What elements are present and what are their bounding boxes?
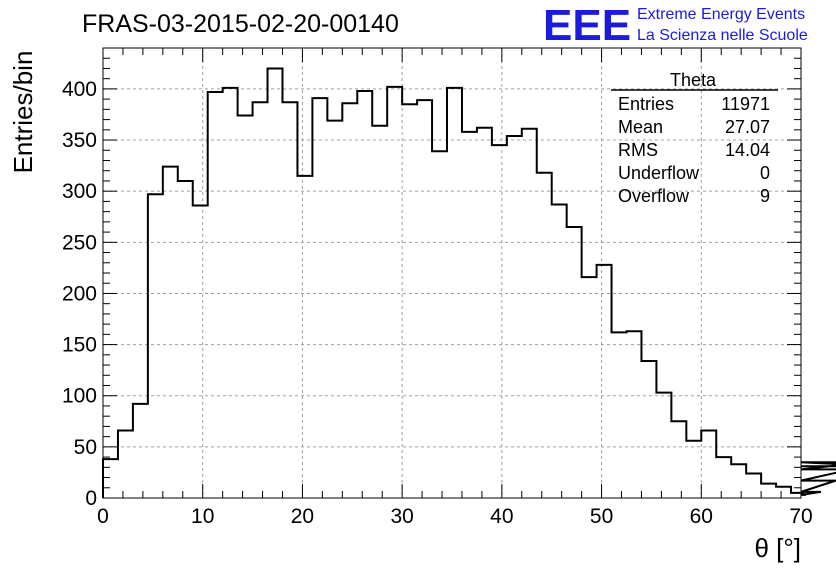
histogram-bin bbox=[627, 331, 642, 498]
histogram-bin bbox=[342, 103, 357, 498]
stats-row-label: Underflow bbox=[618, 163, 700, 183]
y-tick-label: 150 bbox=[62, 334, 97, 357]
histogram-bin bbox=[686, 441, 701, 498]
x-tick-label: 40 bbox=[490, 505, 513, 528]
histogram-bins bbox=[103, 68, 801, 498]
histogram-bin bbox=[671, 421, 686, 498]
histogram-bin bbox=[567, 227, 582, 498]
histogram-bin bbox=[178, 181, 193, 498]
stats-row-value: 0 bbox=[760, 163, 770, 183]
histogram-bin bbox=[507, 136, 522, 498]
histogram-bin bbox=[238, 116, 253, 499]
histogram-bin bbox=[761, 484, 776, 498]
x-tick-label: 70 bbox=[789, 505, 812, 528]
histogram-bin bbox=[522, 129, 537, 498]
stats-row-label: Overflow bbox=[618, 186, 690, 206]
histogram-bin bbox=[253, 102, 268, 498]
grid-lines bbox=[103, 48, 801, 498]
histogram-bin bbox=[701, 431, 716, 499]
histogram-bin bbox=[193, 206, 208, 499]
histogram-bin bbox=[327, 121, 342, 498]
histogram-bin bbox=[282, 102, 297, 498]
histogram-bin bbox=[552, 204, 567, 498]
stats-box-title: Theta bbox=[670, 70, 717, 90]
axis-ticks bbox=[102, 47, 802, 499]
stats-row-label: Entries bbox=[618, 94, 674, 114]
y-tick-label: 400 bbox=[62, 78, 97, 101]
logo-line-2: La Scienza nelle Scuole bbox=[637, 27, 808, 44]
histogram-bin bbox=[357, 91, 372, 498]
histogram-bin bbox=[776, 487, 791, 498]
histogram-bin bbox=[387, 87, 402, 498]
histogram-bin bbox=[791, 493, 801, 498]
histogram-bin bbox=[462, 132, 477, 498]
histogram-bin bbox=[731, 464, 746, 498]
stats-row-value: 14.04 bbox=[725, 140, 770, 160]
histogram-bin bbox=[163, 167, 178, 498]
histogram-bin bbox=[312, 98, 327, 498]
histogram-bin bbox=[148, 194, 163, 498]
y-tick-label: 100 bbox=[62, 385, 97, 408]
histogram-series bbox=[102, 67, 836, 498]
histogram-bin bbox=[372, 126, 387, 498]
histogram-bin bbox=[746, 473, 761, 498]
histogram-bin bbox=[656, 393, 671, 498]
eee-logo: EEE Extreme Energy Events La Scienza nel… bbox=[543, 1, 808, 50]
histogram-bin bbox=[417, 100, 432, 498]
y-tick-label: 50 bbox=[74, 436, 97, 459]
histogram-bin bbox=[716, 457, 731, 498]
y-tick-label: 200 bbox=[62, 282, 97, 305]
histogram-bin bbox=[641, 361, 656, 498]
histogram-bin bbox=[432, 151, 447, 498]
x-tick-label: 0 bbox=[97, 505, 109, 528]
histogram-bin bbox=[297, 176, 312, 498]
histogram-bin bbox=[118, 431, 133, 499]
histogram-bin bbox=[477, 128, 492, 498]
histogram-bin bbox=[103, 459, 118, 498]
histogram-bin bbox=[268, 68, 283, 498]
x-tick-label: 30 bbox=[390, 505, 413, 528]
stats-row-label: Mean bbox=[618, 117, 663, 137]
y-axis-label: Entries/bin bbox=[8, 51, 38, 174]
x-tick-label: 60 bbox=[690, 505, 713, 528]
histogram-bin bbox=[492, 145, 507, 498]
y-tick-label: 300 bbox=[62, 180, 97, 203]
histogram-bin bbox=[133, 404, 148, 498]
x-tick-label: 50 bbox=[590, 505, 613, 528]
y-tick-label: 0 bbox=[85, 487, 97, 510]
y-tick-labels: 0 50 100 150 200 250 300 350 400 bbox=[62, 78, 97, 510]
histogram-bin bbox=[402, 104, 417, 498]
histogram-bin bbox=[537, 173, 552, 498]
x-tick-label: 10 bbox=[191, 505, 214, 528]
chart-title: FRAS-03-2015-02-20-00140 bbox=[82, 10, 399, 38]
logo-line-1: Extreme Energy Events bbox=[637, 6, 805, 23]
eee-logo-mark: EEE bbox=[543, 1, 631, 50]
stats-row-label: RMS bbox=[618, 140, 658, 160]
stats-row-value: 11971 bbox=[721, 94, 770, 114]
stats-row-value: 9 bbox=[760, 186, 770, 206]
x-tick-labels: 0 10 20 30 40 50 60 70 bbox=[97, 505, 813, 528]
histogram-bin bbox=[208, 92, 223, 498]
stats-row-value: 27.07 bbox=[725, 117, 770, 137]
y-tick-label: 350 bbox=[62, 129, 97, 152]
stats-box: Theta Entries 11971 Mean 27.07 RMS 14.04 Under… bbox=[611, 70, 778, 206]
x-tick-label: 20 bbox=[291, 505, 314, 528]
histogram-bin bbox=[597, 265, 612, 498]
histogram-bin bbox=[612, 332, 627, 498]
stats-rows: Entries 11971 Mean 27.07 RMS 14.04 Underflow 0 O… bbox=[618, 94, 770, 206]
x-axis-label: θ [°] bbox=[754, 533, 801, 563]
histogram-bin bbox=[447, 88, 462, 498]
histogram-bin bbox=[223, 88, 238, 498]
histogram-bin bbox=[582, 277, 597, 498]
y-tick-label: 250 bbox=[62, 231, 97, 254]
